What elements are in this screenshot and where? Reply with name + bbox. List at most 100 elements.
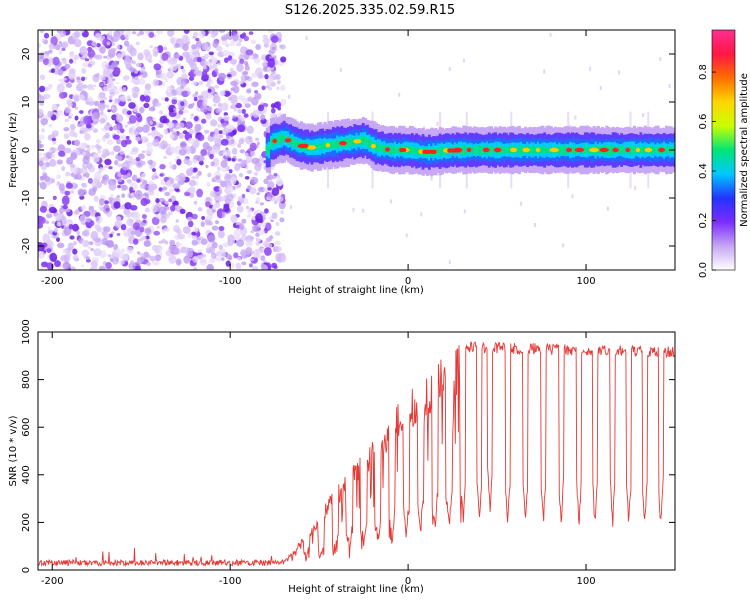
noise-speck — [128, 127, 134, 134]
carrier-band — [370, 141, 373, 148]
noise-speck — [117, 98, 121, 102]
noise-speck — [86, 162, 93, 170]
noise-speck — [126, 110, 132, 115]
noise-speck — [212, 95, 221, 104]
noise-speck — [183, 30, 190, 34]
carrier-band — [562, 145, 565, 155]
noise-speck — [61, 166, 66, 171]
noise-speck — [255, 137, 260, 141]
noise-speck — [152, 116, 157, 122]
noise-speck — [127, 95, 131, 99]
noise-speck — [254, 90, 259, 94]
noise-speck — [288, 94, 291, 99]
noise-speck — [209, 54, 215, 58]
noise-speck — [262, 34, 268, 39]
noise-speck — [169, 37, 175, 44]
carrier-band — [398, 146, 400, 154]
noise-speck — [104, 132, 110, 139]
noise-speck — [97, 103, 106, 112]
noise-speck — [38, 93, 41, 98]
snr-plot-area — [38, 332, 675, 570]
noise-speck — [122, 108, 128, 115]
noise-speck — [275, 222, 280, 226]
noise-speck — [195, 37, 200, 42]
noise-speck — [69, 163, 75, 169]
carrier-peak — [493, 147, 502, 153]
spectrogram-marks — [38, 30, 675, 270]
noise-speck — [274, 245, 282, 253]
noise-speck — [238, 223, 245, 231]
noise-speck — [194, 138, 199, 143]
noise-speck — [269, 55, 273, 59]
noise-speck — [261, 85, 266, 91]
noise-speck — [116, 44, 121, 50]
noise-speck — [87, 49, 96, 58]
noise-speck — [188, 186, 196, 195]
carrier-band — [270, 137, 272, 148]
noise-speck — [243, 113, 249, 118]
noise-speck — [196, 188, 204, 198]
noise-speck — [162, 186, 168, 191]
noise-speck — [93, 248, 102, 257]
noise-speck — [81, 264, 85, 268]
noise-speck — [193, 200, 198, 205]
noise-speck — [137, 251, 141, 255]
noise-speck — [463, 209, 466, 214]
noise-speck — [549, 32, 552, 37]
carrier-peak — [447, 148, 462, 153]
noise-speck — [87, 246, 92, 250]
noise-speck — [237, 196, 244, 202]
noise-speck — [233, 107, 237, 112]
noise-speck — [267, 181, 275, 189]
noise-speck — [214, 148, 220, 154]
noise-speck — [214, 257, 222, 262]
noise-speck — [279, 217, 285, 223]
noise-speck — [89, 220, 95, 227]
noise-speck — [52, 139, 57, 145]
noise-speck — [218, 130, 223, 135]
noise-speck — [75, 106, 79, 110]
noise-speck — [263, 259, 268, 264]
noise-speck — [188, 129, 196, 135]
noise-speck — [137, 52, 144, 61]
noise-speck — [151, 216, 160, 226]
noise-speck — [53, 130, 58, 134]
noise-speck — [571, 194, 574, 199]
noise-speck — [135, 122, 140, 127]
noise-speck — [148, 106, 156, 112]
noise-speck — [179, 141, 187, 149]
noise-speck — [210, 190, 216, 198]
carrier-band — [408, 146, 411, 154]
noise-speck — [142, 124, 150, 133]
noise-speck — [187, 137, 195, 144]
noise-speck — [48, 206, 57, 214]
noise-speck — [260, 262, 264, 266]
noise-speck — [257, 104, 265, 112]
noise-speck — [90, 248, 94, 252]
noise-speck — [120, 139, 128, 148]
noise-speck — [80, 167, 88, 175]
noise-speck — [95, 144, 100, 149]
noise-speck — [229, 236, 236, 244]
noise-speck — [120, 224, 127, 231]
noise-speck — [85, 217, 91, 223]
noise-speck — [156, 30, 163, 35]
noise-speck — [217, 211, 223, 218]
noise-speck — [205, 164, 209, 169]
noise-speck — [228, 169, 233, 174]
noise-speck — [114, 220, 122, 229]
noise-speck — [196, 133, 205, 142]
noise-speck — [264, 242, 273, 250]
noise-speck — [280, 255, 287, 263]
noise-speck — [133, 193, 137, 198]
noise-speck — [112, 78, 116, 81]
noise-speck — [173, 53, 180, 59]
noise-speck — [146, 262, 151, 266]
noise-speck — [193, 226, 199, 234]
noise-speck — [208, 258, 215, 264]
noise-speck — [208, 58, 213, 63]
noise-speck — [244, 247, 252, 256]
noise-speck — [102, 175, 107, 181]
noise-speck — [178, 148, 187, 156]
noise-speck — [167, 30, 175, 37]
